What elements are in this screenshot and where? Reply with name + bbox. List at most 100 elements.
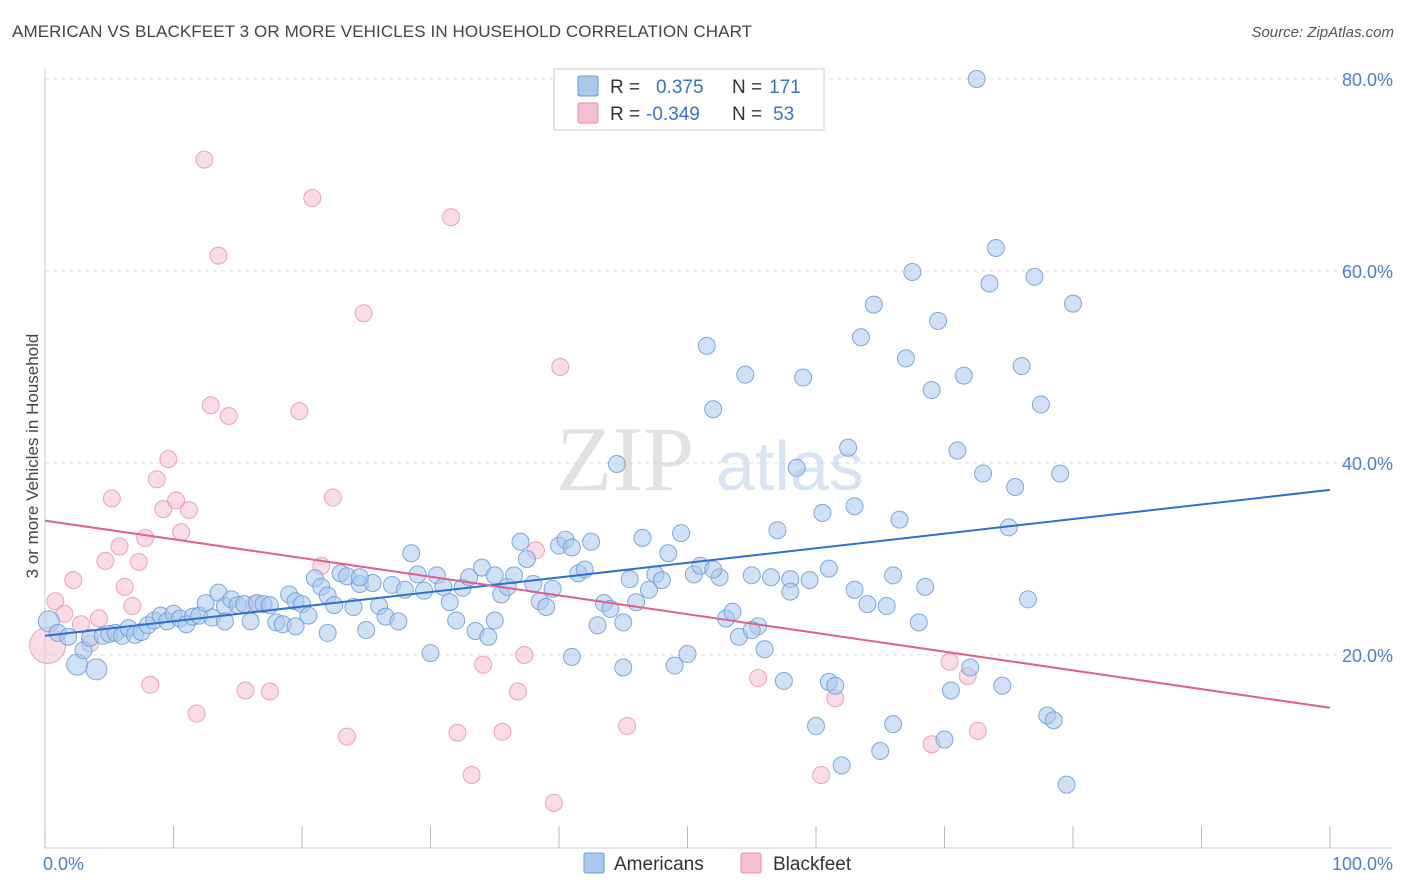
americans-point <box>826 676 845 695</box>
blackfeet-point <box>462 766 481 784</box>
americans-point <box>768 521 787 540</box>
blackfeet-point <box>195 150 214 169</box>
americans-point <box>1031 395 1050 414</box>
x-tick-label: 0.0% <box>43 854 84 874</box>
blackfeet-point <box>89 609 108 628</box>
americans-point <box>562 647 581 666</box>
americans-point <box>678 645 697 664</box>
blackfeet-point <box>147 470 166 489</box>
blackfeet-point <box>110 537 129 556</box>
blackfeet-point <box>154 500 173 519</box>
americans-point <box>415 581 434 600</box>
blackfeet-point <box>493 722 512 741</box>
americans-point <box>505 566 524 585</box>
americans-point <box>325 596 344 615</box>
americans-point <box>864 295 883 314</box>
blackfeet-point <box>179 501 198 520</box>
americans-point <box>562 538 581 557</box>
americans-point <box>601 599 620 618</box>
axes <box>44 68 1392 849</box>
blackfeet-point <box>448 723 467 742</box>
legend-n-value-blackfeet: 53 <box>773 104 794 125</box>
bottom-legend-label-americans: Americans <box>614 854 704 875</box>
blackfeet-point <box>290 402 309 421</box>
blackfeet-point <box>618 717 637 736</box>
americans-point <box>1006 478 1025 496</box>
blackfeet-point <box>337 727 356 746</box>
blackfeet-point <box>508 682 527 701</box>
blackfeet-point <box>123 597 142 616</box>
blackfeet-point <box>544 793 563 812</box>
chart-title: AMERICAN VS BLACKFEET 3 OR MORE VEHICLES… <box>12 22 753 41</box>
americans-point <box>672 524 691 543</box>
americans-point <box>993 676 1012 695</box>
americans-point <box>781 582 800 601</box>
source-label: Source: ZipAtlas.com <box>1251 24 1394 41</box>
americans-point <box>723 602 742 621</box>
americans-point <box>800 571 819 590</box>
watermark-zip: ZIP <box>556 408 694 510</box>
americans-point <box>389 612 408 631</box>
blackfeet-point <box>323 488 342 507</box>
bottom-legend: Americans Blackfeet <box>583 852 852 875</box>
americans-point <box>909 613 928 632</box>
americans-point <box>839 438 858 457</box>
americans-point <box>948 441 967 460</box>
blackfeet-point <box>354 304 373 323</box>
americans-point <box>434 577 453 596</box>
blackfeet-point <box>115 577 134 596</box>
americans-point <box>85 658 108 681</box>
americans-point <box>980 274 999 293</box>
blackfeet-point <box>812 766 831 784</box>
americans-point <box>350 568 369 587</box>
americans-point <box>704 560 723 579</box>
blackfeet-point <box>71 615 90 634</box>
americans-point <box>421 644 440 663</box>
blackfeet-point <box>129 552 148 571</box>
blackfeet-trend-line <box>44 519 1331 709</box>
americans-point <box>241 612 260 631</box>
americans-point <box>742 621 761 640</box>
americans-point <box>941 681 960 700</box>
blackfeet-point <box>260 682 279 701</box>
blackfeet-point <box>201 396 220 415</box>
americans-point <box>1044 711 1063 730</box>
blackfeet-point <box>102 489 121 508</box>
bottom-legend-swatch-americans <box>583 852 605 874</box>
americans-point <box>447 611 466 630</box>
americans-point <box>858 595 877 614</box>
y-tick-label: 60.0% <box>1342 262 1393 282</box>
americans-point <box>845 497 864 516</box>
legend-r-value-blackfeet: -0.349 <box>646 104 700 125</box>
grid <box>45 78 1392 656</box>
americans-point <box>607 454 626 473</box>
americans-point <box>59 627 78 646</box>
americans-point <box>762 568 781 587</box>
americans-point <box>1025 267 1044 286</box>
americans-point <box>318 623 337 642</box>
americans-point <box>851 328 870 347</box>
americans-point <box>755 640 774 659</box>
americans-point <box>884 715 903 734</box>
y-tick-label: 80.0% <box>1342 70 1393 90</box>
americans-point <box>736 365 755 384</box>
americans-point <box>832 756 851 775</box>
legend-r-label-americans: R = <box>610 77 640 98</box>
americans-point <box>620 570 639 589</box>
legend-r-label-blackfeet: R = <box>610 104 640 125</box>
blackfeet-point <box>515 646 534 664</box>
americans-point <box>1064 294 1082 313</box>
blackfeet-point <box>46 592 65 611</box>
americans-point <box>774 671 793 690</box>
americans-point <box>922 381 941 400</box>
americans-point <box>344 598 363 616</box>
americans-point <box>485 611 504 630</box>
americans-point <box>1012 357 1031 376</box>
trend-lines <box>44 488 1331 709</box>
americans-point <box>974 464 993 483</box>
americans-point <box>665 656 684 675</box>
americans-point <box>961 658 980 677</box>
americans-point <box>479 627 498 646</box>
americans-point <box>511 532 530 551</box>
legend-swatch-americans <box>577 75 599 97</box>
